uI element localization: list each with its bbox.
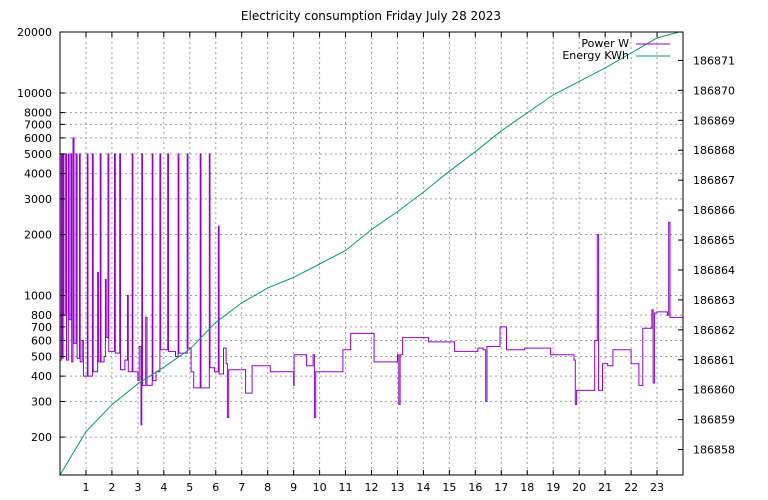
x-tick-label: 16 — [468, 481, 482, 494]
y-right-tick-label: 186871 — [693, 54, 735, 67]
y-left-tick-label: 700 — [31, 321, 52, 334]
x-tick-label: 15 — [442, 481, 456, 494]
x-tick-label: 17 — [494, 481, 508, 494]
x-tick-label: 5 — [186, 481, 193, 494]
legend-label-power: Power W — [581, 37, 629, 50]
grid — [60, 31, 683, 475]
x-tick-label: 12 — [365, 481, 379, 494]
x-tick-label: 2 — [108, 481, 115, 494]
y-left-tick-label: 10000 — [17, 87, 52, 100]
y-right-tick-label: 186863 — [693, 294, 735, 307]
y-left-tick-label: 400 — [31, 370, 52, 383]
energy-series-line — [59, 31, 680, 476]
y-left-tick-label: 800 — [31, 309, 52, 322]
x-tick-label: 8 — [264, 481, 271, 494]
x-tick-label: 6 — [212, 481, 219, 494]
y-right-tick-label: 186861 — [693, 354, 735, 367]
series-layer — [59, 31, 683, 476]
y-left-tick-label: 300 — [31, 395, 52, 408]
y-left-tick-label: 500 — [31, 351, 52, 364]
y-left-tick-label: 3000 — [24, 193, 52, 206]
y-right-tick-label: 186865 — [693, 234, 735, 247]
x-tick-label: 18 — [520, 481, 534, 494]
y-left-tick-label: 1000 — [24, 290, 52, 303]
power-series-line — [60, 137, 683, 426]
x-axis: 1 2 3 4 5 6 7 8 9 10 11 12 13 14 15 16 17 18 19 20 21 22 23 — [82, 32, 664, 494]
x-tick-label: 23 — [650, 481, 664, 494]
y-left-tick-label: 8000 — [24, 107, 52, 120]
y-left-tick-label: 200 — [31, 431, 52, 444]
y-right-tick-label: 186870 — [693, 84, 735, 97]
legend: Power W Energy KWh — [562, 37, 670, 62]
x-tick-label: 21 — [598, 481, 612, 494]
x-tick-label: 19 — [546, 481, 560, 494]
x-tick-label: 22 — [624, 481, 638, 494]
x-tick-label: 3 — [134, 481, 141, 494]
x-tick-label: 1 — [82, 481, 89, 494]
y-right-tick-label: 186862 — [693, 324, 735, 337]
y-left-tick-label: 5000 — [24, 148, 52, 161]
y-right-tick-label: 186860 — [693, 384, 735, 397]
y-right-tick-label: 186858 — [693, 444, 735, 457]
y-right-tick-label: 186867 — [693, 174, 735, 187]
legend-label-energy: Energy KWh — [562, 49, 629, 62]
x-tick-label: 4 — [160, 481, 167, 494]
x-tick-label: 13 — [390, 481, 404, 494]
y-right-tick-label: 186869 — [693, 114, 735, 127]
y-left-tick-label: 600 — [31, 334, 52, 347]
y-left-tick-label: 20000 — [17, 26, 52, 39]
chart-title: Electricity consumption Friday July 28 2… — [241, 9, 501, 23]
x-tick-label: 20 — [572, 481, 586, 494]
y-right-tick-label: 186866 — [693, 204, 735, 217]
y-left-tick-label: 7000 — [24, 118, 52, 131]
x-tick-label: 11 — [339, 481, 353, 494]
y-left-tick-label: 2000 — [24, 229, 52, 242]
y-right-tick-label: 186864 — [693, 264, 735, 277]
x-tick-label: 7 — [238, 481, 245, 494]
y-left-tick-label: 4000 — [24, 168, 52, 181]
x-tick-label: 9 — [290, 481, 297, 494]
y-axis-right: 186858 186859 186860 186861 186862 186863 1868… — [678, 54, 735, 457]
x-tick-label: 14 — [416, 481, 430, 494]
y-right-tick-label: 186868 — [693, 144, 735, 157]
y-left-tick-label: 6000 — [24, 132, 52, 145]
y-right-tick-label: 186859 — [693, 414, 735, 427]
x-tick-label: 10 — [313, 481, 327, 494]
